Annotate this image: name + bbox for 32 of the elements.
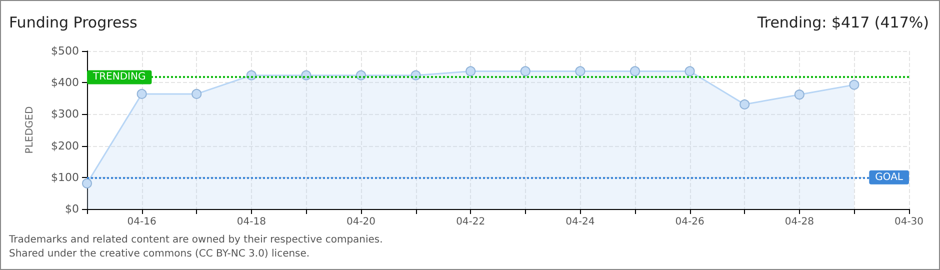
x-tick-label: 04-24 [566,216,595,228]
point [192,88,202,99]
ref-line-label: TRENDING [92,72,146,83]
y-tick-label: $500 [51,44,79,58]
point [630,66,640,76]
x-tick-label: 04-28 [784,216,814,228]
text: Shared under the creative commons (CC BY-NC 3.0) license. [9,248,310,260]
y-tick-label: $100 [51,170,79,184]
x-tick-label: 04-16 [127,216,156,228]
y-tick-label: $200 [51,139,79,152]
y-tick-label: $400 [51,76,79,90]
point [136,88,147,99]
chart-title: Funding Progress [9,14,138,32]
x-tick-label: 04-20 [346,216,376,228]
text: Trending: $417 (417%) [756,14,930,32]
x-tick-label: 04-22 [456,216,486,228]
text: Trademarks and related content are owned by their respective companies. [8,234,383,246]
point [849,80,860,90]
point [575,66,586,76]
point [466,66,476,76]
x-tick-label: 04-26 [675,216,704,228]
x-tick-label: 04-18 [236,216,266,228]
x-tick-label: 04-30 [894,216,924,228]
y-tick-label: $300 [51,108,79,121]
point [520,66,530,76]
y-tick-label: $0 [65,202,79,216]
y-axis-title: PLEDGED [24,106,36,154]
point [82,178,92,188]
point [740,99,750,110]
ref-line-label: GOAL [875,172,904,183]
point [794,90,804,100]
point [684,66,695,76]
